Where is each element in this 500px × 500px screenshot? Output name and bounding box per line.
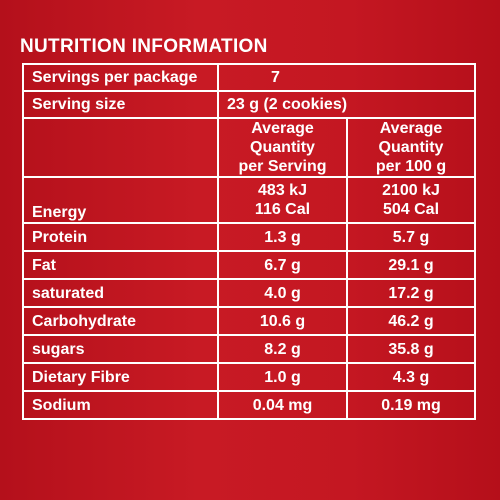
nutrient-per-serving: 8.2 g xyxy=(217,334,348,364)
nutrient-row-sodium: Sodium 0.04 mg 0.19 mg xyxy=(22,390,476,420)
header-row: Average Quantity per Serving Average Qua… xyxy=(22,117,476,178)
nutrient-per-100g: 46.2 g xyxy=(346,306,476,336)
nutrient-label: sugars xyxy=(22,334,219,364)
energy-per-100g: 2100 kJ 504 Cal xyxy=(346,176,476,224)
energy-per-100g-kj: 2100 kJ xyxy=(382,182,440,199)
energy-per-serving-cal: 116 Cal xyxy=(254,201,311,218)
energy-per-serving-kj: 483 kJ xyxy=(258,182,307,199)
nutrient-label: Protein xyxy=(22,222,219,252)
header-per-serving-line: per Serving xyxy=(238,158,327,175)
servings-label: Servings per package xyxy=(22,63,219,92)
header-per-100g-line: Quantity xyxy=(378,139,444,156)
nutrient-per-serving: 1.3 g xyxy=(217,222,348,252)
header-per-serving-line: Average xyxy=(251,120,314,137)
nutrient-label: Fat xyxy=(22,250,219,280)
nutrient-per-serving: 0.04 mg xyxy=(217,390,348,420)
header-per-serving: Average Quantity per Serving xyxy=(217,117,348,178)
header-per-100g-line: Average xyxy=(379,120,443,137)
nutrient-row-dietary-fibre: Dietary Fibre 1.0 g 4.3 g xyxy=(22,362,476,392)
nutrient-per-serving: 6.7 g xyxy=(217,250,348,280)
nutrient-per-serving: 10.6 g xyxy=(217,306,348,336)
nutrient-row-protein: Protein 1.3 g 5.7 g xyxy=(22,222,476,252)
header-per-100g: Average Quantity per 100 g xyxy=(346,117,476,178)
nutrient-per-100g: 5.7 g xyxy=(346,222,476,252)
energy-label: Energy xyxy=(22,176,219,224)
nutrient-label: saturated xyxy=(22,278,219,308)
nutrient-per-100g: 17.2 g xyxy=(346,278,476,308)
serving-size-value: 23 g (2 cookies) xyxy=(217,90,476,119)
serving-size-value-text: 23 g (2 cookies) xyxy=(227,96,348,113)
header-per-serving-line: Quantity xyxy=(250,139,315,156)
nutrient-row-saturated: saturated 4.0 g 17.2 g xyxy=(22,278,476,308)
serving-size-label: Serving size xyxy=(22,90,219,119)
header-empty-cell xyxy=(22,117,219,178)
nutrient-per-100g: 35.8 g xyxy=(346,334,476,364)
energy-row: Energy 483 kJ 116 Cal 2100 kJ 504 Cal xyxy=(22,176,476,224)
servings-row: Servings per package 7 xyxy=(22,63,476,92)
nutrient-label: Sodium xyxy=(22,390,219,420)
servings-value-text: 7 xyxy=(271,69,280,86)
nutrient-row-carbohydrate: Carbohydrate 10.6 g 46.2 g xyxy=(22,306,476,336)
nutrient-row-fat: Fat 6.7 g 29.1 g xyxy=(22,250,476,280)
nutrient-per-serving: 1.0 g xyxy=(217,362,348,392)
nutrient-per-100g: 0.19 mg xyxy=(346,390,476,420)
header-per-100g-line: per 100 g xyxy=(375,158,447,175)
energy-per-serving: 483 kJ 116 Cal xyxy=(217,176,348,224)
nutrient-per-serving: 4.0 g xyxy=(217,278,348,308)
panel-title: NUTRITION INFORMATION xyxy=(20,36,268,57)
nutrient-per-100g: 4.3 g xyxy=(346,362,476,392)
nutrient-per-100g: 29.1 g xyxy=(346,250,476,280)
nutrient-row-sugars: sugars 8.2 g 35.8 g xyxy=(22,334,476,364)
nutrient-label: Dietary Fibre xyxy=(22,362,219,392)
energy-per-100g-cal: 504 Cal xyxy=(382,201,440,218)
nutrition-table: Servings per package 7 Serving size 23 g… xyxy=(22,63,476,420)
nutrient-label: Carbohydrate xyxy=(22,306,219,336)
serving-size-row: Serving size 23 g (2 cookies) xyxy=(22,90,476,119)
servings-value: 7 xyxy=(217,63,476,92)
